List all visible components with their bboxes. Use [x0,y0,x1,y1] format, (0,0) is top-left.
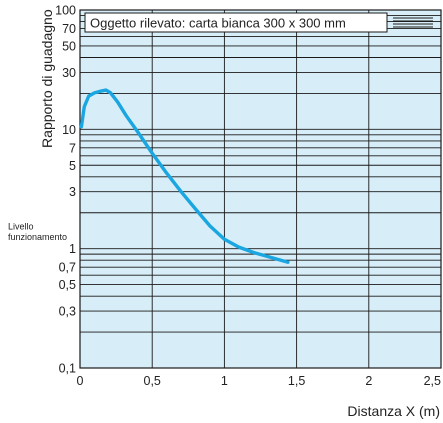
plot-area [79,9,442,369]
y-tick-label: 10 [62,123,76,137]
y-axis-title: Rapporto di guadagno [39,9,55,148]
operating-level-text: Livello [8,222,34,232]
tick-labels: 0,1 0,3 0,5 0,7 1 3 5 7 10 30 50 70 100 0 0,5 1 1,5 2 2,5 [55,4,441,389]
operating-level-text: funzionamento [8,232,67,242]
y-tick-label: 100 [55,4,76,18]
y-tick-label: 0,5 [59,278,76,292]
y-tick-label: 1 [69,242,76,256]
x-tick-label: 2,5 [424,374,441,388]
x-axis-title: Distanza X (m) [347,403,440,419]
legend-text: Oggetto rilevato: carta bianca 300 x 300… [90,16,346,31]
y-tick-label: 0,1 [59,362,76,376]
legend-sample-lines [393,17,433,28]
series-line [79,88,290,264]
legend-box [84,12,388,33]
y-tick-label: 0,7 [59,261,76,275]
y-tick-label: 0,3 [59,305,76,319]
x-tick-label: 1 [221,374,228,388]
x-tick-label: 0 [77,374,84,388]
x-tick-label: 2 [365,374,372,388]
x-tick-label: 1,5 [288,374,305,388]
y-tick-label: 5 [69,159,76,173]
y-tick-label: 3 [69,185,76,199]
x-tick-label: 0,5 [144,374,161,388]
y-tick-label: 70 [62,22,76,36]
y-tick-label: 7 [69,141,76,155]
y-tick-label: 50 [62,39,76,53]
y-tick-label: 30 [62,66,76,80]
